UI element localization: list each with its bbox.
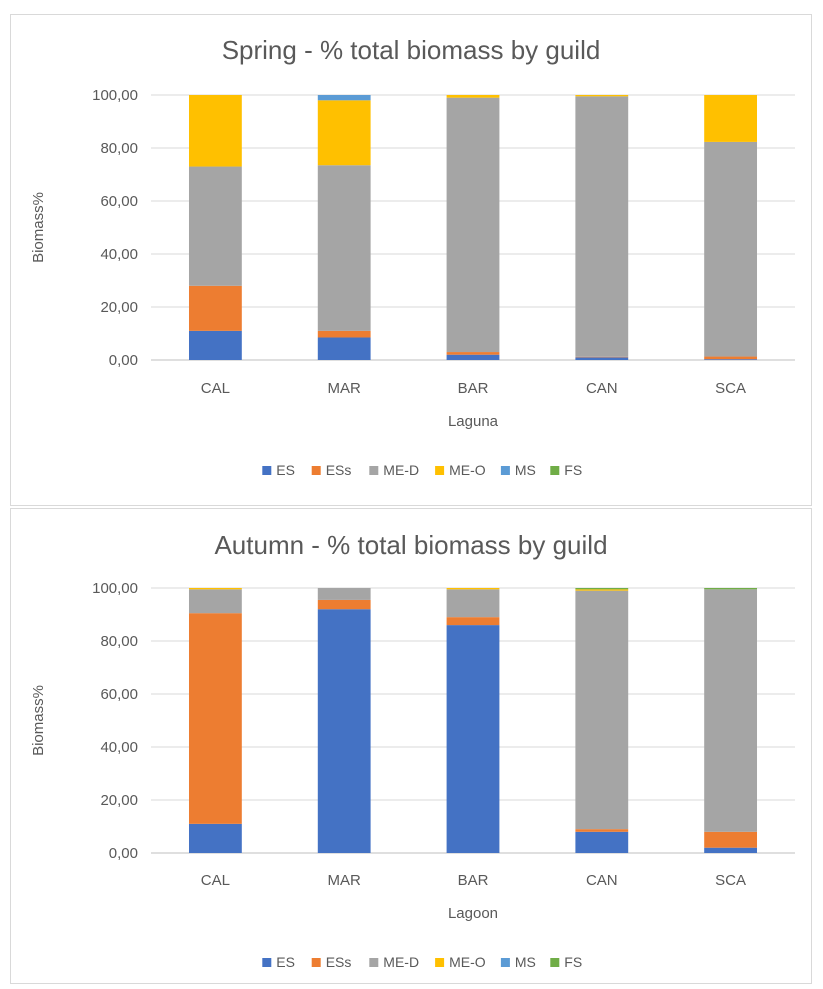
bar-segment-can-ess xyxy=(575,356,629,358)
bar-segment-cal-ess xyxy=(188,285,242,331)
bar-segment-can-fs xyxy=(575,588,629,590)
legend: ES ESs ME-D ME-O MS FS xyxy=(262,462,582,478)
legend-label-fs: FS xyxy=(564,954,582,970)
bar-segment-cal-me-o xyxy=(188,95,242,167)
y-tick-label: 40,00 xyxy=(100,246,138,263)
legend-label-ms: MS xyxy=(515,954,536,970)
y-tick-label: 80,00 xyxy=(100,633,138,650)
bar-segment-cal-me-o xyxy=(188,588,242,590)
bar-segment-mar-me-d xyxy=(317,165,371,331)
bar-segment-cal-es xyxy=(188,330,242,360)
legend-swatch-ms xyxy=(500,466,510,475)
legend-swatch-me-o xyxy=(435,466,445,475)
bar-segment-bar-me-d xyxy=(446,97,500,353)
bar-segment-cal-me-d xyxy=(188,589,242,614)
y-tick-label: 60,00 xyxy=(100,686,138,703)
y-axis-title: Biomass% xyxy=(30,192,47,263)
legend-swatch-fs xyxy=(550,958,560,967)
bar-segment-bar-me-o xyxy=(446,95,500,98)
bar-segment-cal-ess xyxy=(188,613,242,824)
chart-title: Autumn - % total biomass by guild xyxy=(214,530,607,560)
legend-swatch-me-d xyxy=(369,958,379,967)
legend-swatch-ess xyxy=(311,958,321,967)
x-axis-title: Lagoon xyxy=(448,905,498,922)
x-tick-label: SCA xyxy=(715,380,746,397)
bar-segment-sca-fs xyxy=(704,588,758,590)
bar-segment-bar-es xyxy=(446,625,500,853)
legend-swatch-es xyxy=(262,958,272,967)
bar-segment-bar-ess xyxy=(446,617,500,626)
y-tick-label: 0,00 xyxy=(109,845,138,862)
bar-segment-mar-es xyxy=(317,337,371,360)
bar-segment-sca-ess xyxy=(704,356,758,360)
bar-segment-mar-ms xyxy=(317,95,371,101)
legend-label-ess: ESs xyxy=(326,954,352,970)
bar-segment-can-me-d xyxy=(575,590,629,830)
y-tick-label: 20,00 xyxy=(100,792,138,809)
chart-title: Spring - % total biomass by guild xyxy=(222,35,601,65)
bar-segment-mar-me-o xyxy=(317,100,371,166)
bar-segment-mar-me-d xyxy=(317,588,371,600)
bar-segment-bar-me-o xyxy=(446,588,500,590)
legend-swatch-ess xyxy=(311,466,321,475)
x-axis-title: Laguna xyxy=(448,413,499,430)
legend-label-me-o: ME-O xyxy=(449,954,486,970)
y-tick-label: 20,00 xyxy=(100,299,138,316)
x-tick-label: CAL xyxy=(201,872,230,889)
legend-label-ess: ESs xyxy=(326,462,352,478)
legend-label-me-d: ME-D xyxy=(383,954,419,970)
legend-swatch-ms xyxy=(500,958,510,967)
legend-label-es: ES xyxy=(276,954,295,970)
legend-swatch-es xyxy=(262,466,272,475)
y-axis-title: Biomass% xyxy=(30,685,47,756)
bar-segment-can-me-d xyxy=(575,96,629,357)
x-tick-label: CAL xyxy=(201,380,230,397)
bar-segment-can-me-o xyxy=(575,589,629,591)
bar-segment-sca-es xyxy=(704,359,758,360)
spring-chart-panel: Spring - % total biomass by guild 0,00 20,… xyxy=(10,14,812,506)
autumn-chart: Autumn - % total biomass by guild 0,00 20,… xyxy=(30,530,795,970)
x-tick-label: BAR xyxy=(458,872,489,889)
x-tick-label: BAR xyxy=(458,380,489,397)
autumn-chart-panel: Autumn - % total biomass by guild 0,00 20,… xyxy=(10,508,812,984)
legend: ES ESs ME-D ME-O MS FS xyxy=(262,954,582,970)
x-tick-label: MAR xyxy=(328,872,362,889)
bar-segment-can-es xyxy=(575,831,629,853)
x-tick-label: SCA xyxy=(715,872,746,889)
bar-segment-can-ess xyxy=(575,829,629,832)
legend-swatch-me-o xyxy=(435,958,445,967)
y-tick-label: 40,00 xyxy=(100,739,138,756)
bar-segment-sca-me-o xyxy=(704,95,758,142)
bar-segment-sca-me-d xyxy=(704,589,758,832)
legend-label-fs: FS xyxy=(564,462,582,478)
bar-segment-can-es xyxy=(575,357,629,360)
legend-label-ms: MS xyxy=(515,462,536,478)
bar-segment-bar-ess xyxy=(446,352,500,355)
legend-label-me-d: ME-D xyxy=(383,462,419,478)
x-tick-label: CAN xyxy=(586,872,618,889)
x-tick-label: CAN xyxy=(586,380,618,397)
legend-swatch-fs xyxy=(550,466,560,475)
bar-segment-mar-ess xyxy=(317,599,371,610)
y-tick-label: 100,00 xyxy=(92,87,138,104)
y-tick-label: 80,00 xyxy=(100,140,138,157)
legend-label-es: ES xyxy=(276,462,295,478)
bar-segment-cal-me-d xyxy=(188,166,242,286)
bar-segment-bar-me-d xyxy=(446,589,500,618)
bar-segment-can-me-o xyxy=(575,95,629,97)
bar-segment-sca-ess xyxy=(704,831,758,848)
bar-segment-bar-es xyxy=(446,354,500,360)
legend-swatch-me-d xyxy=(369,466,379,475)
bar-segment-mar-ess xyxy=(317,330,371,338)
bar-segment-sca-me-d xyxy=(704,141,758,357)
x-tick-label: MAR xyxy=(328,380,362,397)
bar-segment-sca-es xyxy=(704,847,758,853)
y-tick-label: 60,00 xyxy=(100,193,138,210)
y-tick-label: 100,00 xyxy=(92,580,138,597)
bar-segment-cal-es xyxy=(188,823,242,853)
y-tick-label: 0,00 xyxy=(109,352,138,369)
bar-segment-mar-es xyxy=(317,609,371,853)
spring-chart: Spring - % total biomass by guild 0,00 20,… xyxy=(30,35,795,478)
legend-label-me-o: ME-O xyxy=(449,462,486,478)
